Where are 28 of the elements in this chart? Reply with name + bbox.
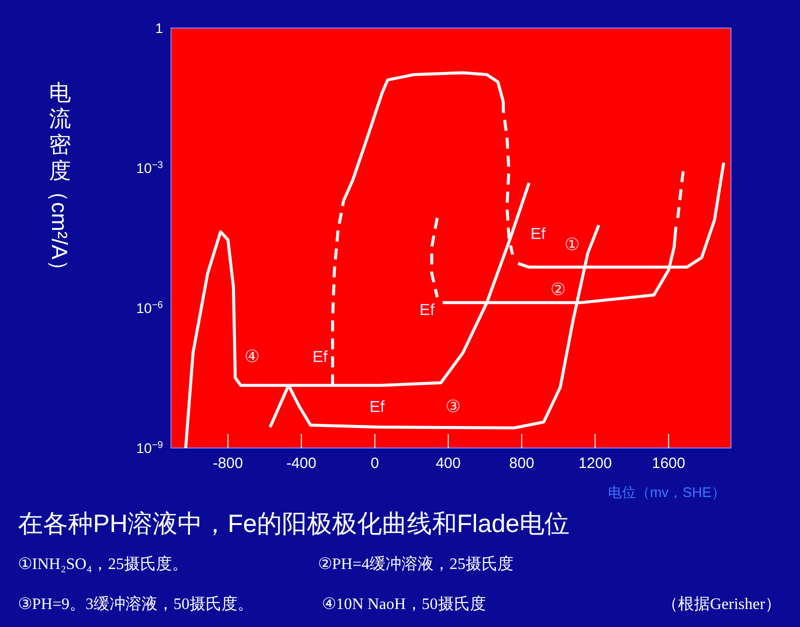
text: ②PH=4缓冲溶液，25摄氏度 [318,555,514,573]
y-tick-label: 10$^{−6}$ [136,300,164,316]
text: 在各种PH溶液中，Fe的阳极极化曲线和Flade电位 [18,510,570,538]
y-tick-label: 1 [155,20,164,36]
text: ④10N NaoH，50摄氏度 [322,595,486,613]
x-tick-label: -800 [212,455,243,472]
x-tick-label: 800 [509,455,534,472]
annotation: Ef [419,302,436,320]
annotation: Ef [312,349,328,366]
annotation: Ef [530,226,546,244]
x-tick-label: 1600 [652,455,686,472]
text: ③PH=9。3缓冲溶液，50摄氏度。 [18,595,254,613]
annotation: ④ [244,346,260,366]
y-tick-label: 10$^{−3}$ [136,160,164,176]
text: （根据Gerisher） [662,595,782,613]
y-tick-label: 10$^{−9}$ [136,440,163,456]
annotation: ① [564,234,580,254]
x-tick-label: 1200 [578,455,612,472]
annotation: ③ [446,396,460,416]
y-axis-title: 电流密度（cm²/A） [47,80,72,282]
x-tick-label: -400 [286,455,316,472]
annotation: ② [550,280,566,299]
x-axis-title: 电位（mv，SHE） [608,484,726,500]
line-series [430,216,439,299]
text: ①INH₂SO₄，25摄氏度。 [18,555,188,573]
annotation: Ef [369,399,386,416]
x-tick-label: 0 [370,455,379,472]
x-tick-label: 400 [436,455,461,472]
